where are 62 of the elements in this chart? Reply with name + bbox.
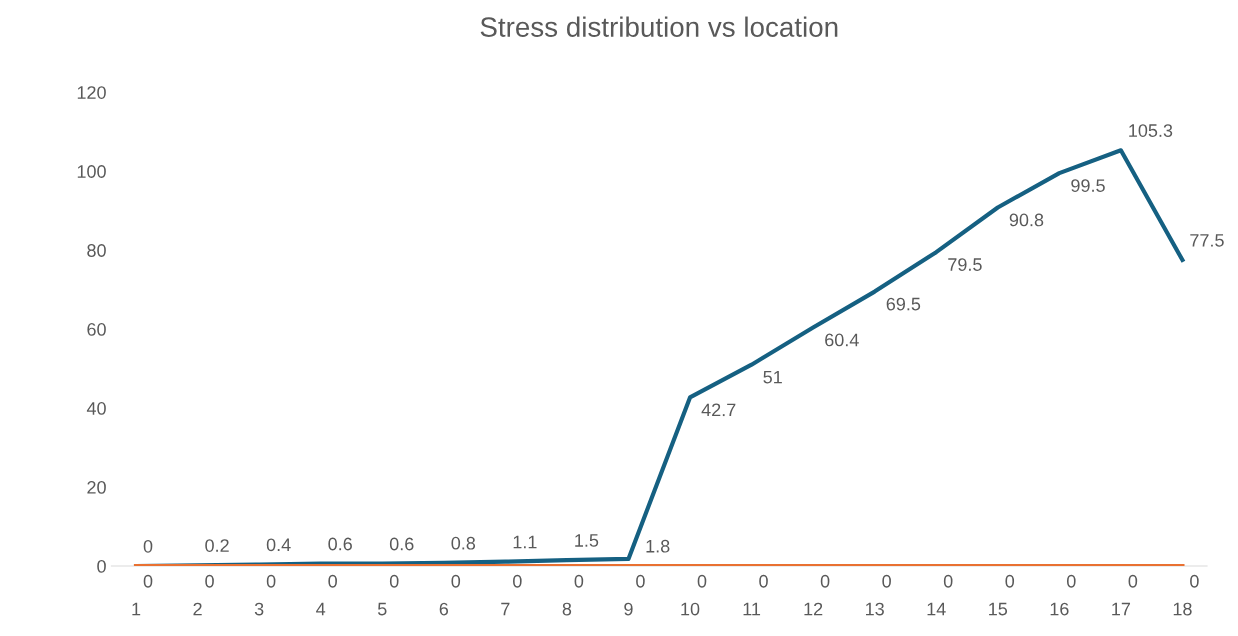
x-tick-label: 14 bbox=[927, 602, 946, 616]
data-label: 0 bbox=[943, 574, 953, 588]
data-label: 42.7 bbox=[701, 403, 736, 417]
data-label: 0.2 bbox=[205, 539, 229, 552]
data-label: 79.5 bbox=[948, 258, 982, 271]
data-label: 0 bbox=[759, 574, 768, 588]
x-tick-label: 15 bbox=[989, 602, 1008, 616]
data-label: 0 bbox=[636, 574, 645, 588]
x-tick-label: 1 bbox=[132, 602, 141, 616]
data-label: 0 bbox=[143, 574, 153, 588]
x-tick-label: 17 bbox=[1112, 602, 1131, 616]
data-label: 0 bbox=[205, 574, 214, 588]
y-tick-label: 60 bbox=[87, 323, 106, 336]
y-tick-label: 0 bbox=[97, 559, 106, 573]
data-label: 0 bbox=[328, 574, 337, 588]
data-label: 1.8 bbox=[646, 539, 670, 553]
data-label: 0 bbox=[143, 539, 153, 553]
x-tick-label: 9 bbox=[624, 602, 633, 616]
data-label: 0.6 bbox=[328, 537, 352, 551]
data-label: 60.4 bbox=[825, 333, 859, 347]
data-label: 0 bbox=[697, 574, 707, 588]
data-label: 69.5 bbox=[886, 297, 921, 311]
data-label: 0 bbox=[1005, 574, 1015, 588]
data-label: 90.8 bbox=[1009, 213, 1044, 227]
data-label: 0.6 bbox=[389, 537, 414, 551]
data-label: 0 bbox=[266, 574, 276, 588]
y-tick-label: 20 bbox=[87, 481, 106, 494]
x-tick-label: 16 bbox=[1050, 602, 1069, 616]
y-tick-label: 120 bbox=[77, 86, 106, 99]
data-label: 0 bbox=[882, 574, 891, 588]
x-tick-label: 6 bbox=[439, 602, 449, 616]
data-label: 0 bbox=[513, 574, 522, 588]
y-tick-label: 40 bbox=[86, 402, 106, 415]
x-tick-label: 7 bbox=[501, 602, 510, 616]
y-tick-label: 100 bbox=[77, 165, 106, 178]
y-tick-label: 80 bbox=[87, 244, 106, 257]
x-tick-label: 12 bbox=[804, 602, 823, 616]
data-label: 0.8 bbox=[451, 536, 476, 550]
x-tick-label: 10 bbox=[681, 602, 700, 616]
data-label: 77.5 bbox=[1190, 234, 1224, 247]
data-label: 0 bbox=[820, 574, 830, 588]
data-label: 105.3 bbox=[1129, 124, 1173, 137]
x-tick-label: 18 bbox=[1173, 602, 1192, 616]
data-label: 0 bbox=[1190, 574, 1199, 588]
data-label: 0.4 bbox=[266, 538, 291, 552]
x-tick-label: 3 bbox=[254, 602, 264, 616]
data-label: 0 bbox=[1128, 574, 1138, 588]
data-label: 0 bbox=[1066, 574, 1076, 588]
x-tick-label: 2 bbox=[193, 602, 202, 616]
x-tick-label: 8 bbox=[562, 602, 572, 616]
x-tick-label: 13 bbox=[866, 602, 884, 616]
x-tick-label: 4 bbox=[316, 602, 326, 616]
x-tick-label: 5 bbox=[377, 602, 387, 616]
chart-title: Stress distribution vs location bbox=[480, 16, 838, 37]
data-label: 99.5 bbox=[1071, 179, 1105, 192]
data-label: 51 bbox=[763, 370, 782, 384]
data-label: 1.1 bbox=[513, 535, 537, 549]
data-label: 1.5 bbox=[575, 534, 599, 547]
data-label: 0 bbox=[574, 574, 584, 588]
x-tick-label: 11 bbox=[743, 602, 761, 616]
data-label: 0 bbox=[389, 574, 399, 588]
data-label: 0 bbox=[451, 574, 461, 588]
